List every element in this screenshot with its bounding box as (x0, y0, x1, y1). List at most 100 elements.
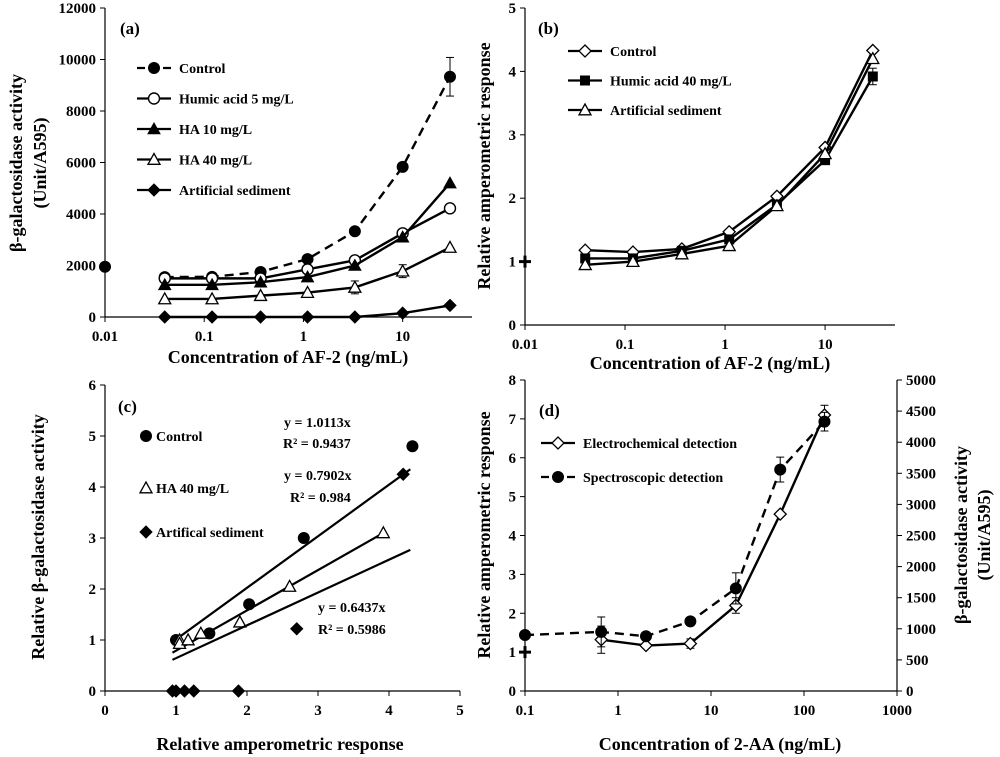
trend-r-squared: R² = 0.9437 (283, 437, 351, 452)
data-point (443, 70, 456, 83)
data-point (443, 176, 457, 189)
data-point (625, 254, 641, 268)
legend-label: Control (179, 62, 226, 77)
x-tick-label: 0.1 (616, 337, 635, 353)
y-tick-label: 4 (509, 529, 517, 545)
data-point (674, 246, 689, 260)
data-point (289, 622, 304, 636)
y-tick-label: 3 (89, 531, 97, 547)
legend-label: HA 40 mg/L (179, 154, 252, 169)
panel-c: 0 1 2 3 4 5 6 0 1 2 3 4 5 (c) Control HA 40 mg/L Artific… (28, 378, 464, 754)
y-tick-label: 1 (89, 633, 97, 649)
legend-marker (139, 525, 153, 539)
right-y-tick-label: 1000 (906, 622, 936, 638)
y-tick-label: 3 (509, 128, 517, 144)
legend-marker (146, 152, 162, 165)
y-tick-label: 0 (89, 684, 97, 700)
data-point (157, 277, 172, 291)
right-y-tick-label: 3000 (906, 497, 936, 513)
x-tick-label: 1 (172, 703, 180, 719)
data-point (442, 240, 458, 253)
x-tick-label: 0.1 (516, 703, 535, 719)
data-point (282, 579, 297, 592)
trend-equation: y = 1.0113x (284, 416, 351, 431)
trend-equation: y = 0.6437x (318, 601, 385, 616)
legend-marker (147, 183, 161, 197)
data-point (348, 310, 362, 324)
data-point (395, 263, 410, 277)
legend-marker (580, 75, 590, 86)
data-point (297, 532, 310, 544)
legend-label: HA 40 mg/L (156, 482, 229, 497)
y-tick-label: 2 (509, 191, 517, 207)
legend-marker (551, 436, 565, 450)
data-point (347, 280, 362, 293)
y-tick-label: 2 (509, 606, 517, 622)
x-axis-title: Concentration of AF-2 (ng/mL) (590, 353, 830, 374)
legend-label: Humic acid 5 mg/L (179, 93, 294, 108)
data-point (865, 51, 880, 65)
x-tick-label: 1 (300, 329, 308, 345)
data-point (231, 684, 246, 698)
data-point (253, 310, 268, 324)
legend-label: Humic acid 40 mg/L (610, 75, 732, 90)
x-tick-label: 1 (721, 337, 729, 353)
y-tick-label: 8 (509, 373, 517, 389)
y-axis-title: β-galactosidase activity (6, 74, 26, 252)
y-tick-label: 3 (509, 567, 517, 583)
data-point (395, 306, 410, 320)
data-point (158, 310, 172, 324)
legend-label: Spectroscopic detection (583, 471, 723, 486)
data-point (300, 285, 315, 298)
trend-r-squared: R² = 0.984 (290, 491, 351, 506)
legend-label: Artificial sediment (179, 184, 291, 199)
legend-marker (147, 92, 161, 105)
x-tick-label: 10 (395, 329, 410, 345)
legend-marker (138, 480, 154, 494)
y-tick-label: 1 (509, 645, 517, 661)
data-point (867, 71, 878, 82)
y-tick-label: 4 (509, 64, 517, 80)
data-point (817, 146, 833, 160)
legend-marker (148, 62, 160, 74)
baseline-plus-marker (519, 646, 531, 659)
y-tick-label: 6 (509, 451, 517, 467)
right-y-tick-label: 2500 (906, 529, 936, 545)
data-point (443, 202, 457, 215)
x-tick-label: 0.01 (512, 337, 538, 353)
x-axis-title: Concentration of 2-AA (ng/mL) (599, 734, 841, 755)
data-point (348, 225, 361, 238)
data-point (376, 525, 391, 539)
right-y-tick-label: 1500 (906, 591, 936, 607)
baseline-plus-marker (519, 255, 531, 268)
data-point (769, 198, 785, 212)
data-point (157, 291, 172, 305)
data-point (204, 291, 220, 305)
y-tick-label: 0 (509, 684, 517, 700)
y-tick-label: 4 (89, 480, 97, 496)
x-tick-label: 0.1 (195, 329, 214, 345)
x-tick-label: 4 (385, 703, 393, 719)
x-tick-label: 100 (793, 703, 816, 719)
y-tick-label: 1 (509, 255, 517, 271)
y-tick-label: 5 (509, 1, 517, 17)
legend-marker (147, 121, 161, 135)
data-point (773, 507, 788, 522)
series-line (524, 420, 826, 638)
panel-b: 0 1 2 3 4 5 0.01 0.1 1 10 (b) Control Humic acid 40 … (474, 1, 895, 374)
series-line (601, 414, 826, 647)
y-axis-title: Relative amperometric response (474, 411, 494, 658)
y-tick-label: 4000 (66, 207, 96, 223)
y-axis-title-unit: (Unit/A595) (30, 118, 51, 209)
legend-label: Artificial sediment (610, 104, 722, 119)
y-axis-title: Relative β-galactosidase activity (28, 414, 48, 659)
y-axis-title: Relative amperometric response (474, 42, 494, 289)
right-y-tick-label: 3500 (906, 466, 936, 482)
x-tick-label: 1 (614, 703, 622, 719)
data-point (774, 463, 787, 476)
legend-label: Control (610, 45, 657, 60)
panel-label: (a) (120, 19, 140, 38)
data-point (639, 630, 652, 643)
data-point (301, 253, 314, 266)
panel-d: 0 1 2 3 4 5 6 7 8 0 500 1000 1500 2000 2500 3000 3500 400… (474, 373, 995, 755)
